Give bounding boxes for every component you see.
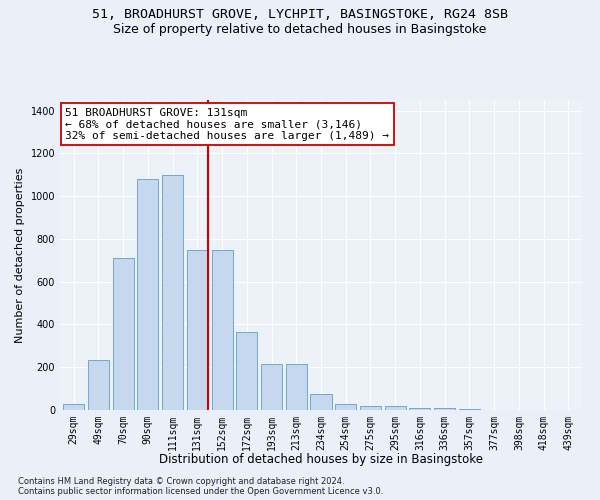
Text: Contains public sector information licensed under the Open Government Licence v3: Contains public sector information licen… <box>18 488 383 496</box>
Bar <box>236 332 257 410</box>
Text: Contains HM Land Registry data © Crown copyright and database right 2024.: Contains HM Land Registry data © Crown c… <box>18 478 344 486</box>
Bar <box>459 409 480 410</box>
Bar <box>335 404 356 410</box>
Bar <box>310 394 332 410</box>
Bar <box>385 406 406 410</box>
Bar <box>409 408 430 410</box>
Bar <box>212 250 233 410</box>
Bar <box>137 179 158 410</box>
Bar <box>113 258 134 410</box>
Text: Size of property relative to detached houses in Basingstoke: Size of property relative to detached ho… <box>113 22 487 36</box>
Bar <box>360 406 381 410</box>
Bar <box>162 175 183 410</box>
Bar <box>187 250 208 410</box>
Bar <box>434 408 455 410</box>
Bar <box>286 364 307 410</box>
Bar <box>63 404 84 410</box>
Text: 51, BROADHURST GROVE, LYCHPIT, BASINGSTOKE, RG24 8SB: 51, BROADHURST GROVE, LYCHPIT, BASINGSTO… <box>92 8 508 20</box>
Text: 51 BROADHURST GROVE: 131sqm
← 68% of detached houses are smaller (3,146)
32% of : 51 BROADHURST GROVE: 131sqm ← 68% of det… <box>65 108 389 141</box>
Bar <box>261 364 282 410</box>
Bar <box>88 360 109 410</box>
Y-axis label: Number of detached properties: Number of detached properties <box>15 168 25 342</box>
Text: Distribution of detached houses by size in Basingstoke: Distribution of detached houses by size … <box>159 452 483 466</box>
